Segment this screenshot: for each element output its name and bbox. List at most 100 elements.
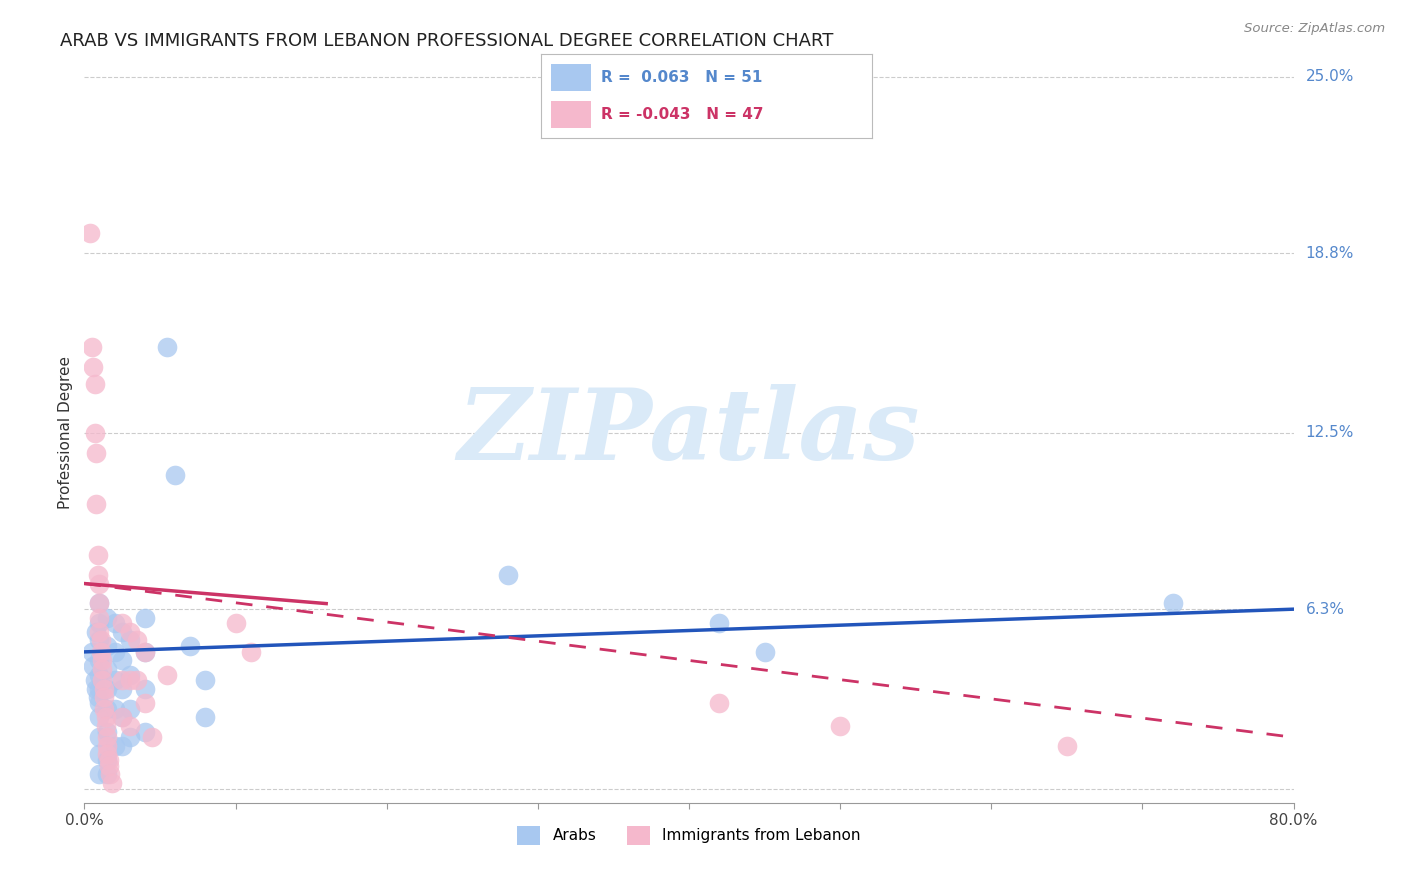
- Point: [118, 673, 141, 688]
- Text: 12.5%: 12.5%: [1306, 425, 1354, 440]
- Point: [127, 633, 149, 648]
- Point: [111, 653, 134, 667]
- Point: [496, 568, 519, 582]
- Point: [96, 702, 118, 716]
- Bar: [551, 63, 591, 91]
- Point: [111, 710, 134, 724]
- Point: [754, 645, 776, 659]
- Text: ARAB VS IMMIGRANTS FROM LEBANON PROFESSIONAL DEGREE CORRELATION CHART: ARAB VS IMMIGRANTS FROM LEBANON PROFESSI…: [60, 32, 834, 50]
- Point: [96, 639, 118, 653]
- Y-axis label: Professional Degree: Professional Degree: [58, 356, 73, 509]
- Point: [96, 724, 118, 739]
- Point: [89, 747, 111, 762]
- Point: [91, 662, 114, 676]
- Point: [134, 645, 156, 659]
- Point: [709, 616, 731, 631]
- Point: [84, 425, 107, 440]
- Point: [89, 597, 111, 611]
- Text: Source: ZipAtlas.com: Source: ZipAtlas.com: [1244, 22, 1385, 36]
- Point: [118, 702, 141, 716]
- Point: [89, 616, 111, 631]
- Point: [89, 667, 111, 681]
- Point: [89, 653, 111, 667]
- Point: [86, 497, 108, 511]
- Point: [80, 340, 103, 354]
- Point: [86, 445, 108, 459]
- Point: [91, 653, 114, 667]
- Point: [97, 758, 120, 772]
- Point: [194, 710, 217, 724]
- Point: [89, 710, 111, 724]
- Point: [141, 731, 163, 745]
- Point: [156, 340, 179, 354]
- Point: [93, 702, 115, 716]
- Point: [156, 667, 179, 681]
- Point: [111, 616, 134, 631]
- Point: [127, 673, 149, 688]
- Point: [111, 710, 134, 724]
- Point: [111, 681, 134, 696]
- Point: [86, 681, 108, 696]
- Point: [96, 662, 118, 676]
- Point: [118, 633, 141, 648]
- Point: [84, 673, 107, 688]
- Point: [96, 611, 118, 625]
- Point: [87, 548, 110, 562]
- Point: [111, 673, 134, 688]
- Point: [96, 747, 118, 762]
- Point: [91, 673, 114, 688]
- Point: [87, 568, 110, 582]
- Point: [82, 659, 104, 673]
- Point: [93, 681, 115, 696]
- Point: [94, 719, 117, 733]
- Text: 25.0%: 25.0%: [1306, 70, 1354, 84]
- Point: [1056, 739, 1078, 753]
- Point: [239, 645, 262, 659]
- Point: [165, 468, 187, 483]
- Bar: [551, 101, 591, 128]
- Point: [1161, 597, 1184, 611]
- Point: [104, 616, 127, 631]
- Point: [90, 633, 112, 648]
- Point: [82, 360, 104, 375]
- Point: [134, 696, 156, 710]
- Point: [179, 639, 201, 653]
- Point: [96, 753, 118, 767]
- Point: [134, 645, 156, 659]
- Point: [89, 696, 111, 710]
- Point: [89, 633, 111, 648]
- Point: [90, 645, 112, 659]
- Point: [89, 597, 111, 611]
- Point: [89, 624, 111, 639]
- Point: [134, 724, 156, 739]
- Text: ZIPatlas: ZIPatlas: [458, 384, 920, 481]
- Text: 18.8%: 18.8%: [1306, 245, 1354, 260]
- Point: [96, 767, 118, 781]
- Point: [118, 667, 141, 681]
- Point: [87, 690, 110, 705]
- Point: [111, 739, 134, 753]
- Point: [111, 624, 134, 639]
- Point: [89, 731, 111, 745]
- Point: [830, 719, 852, 733]
- Text: R = -0.043   N = 47: R = -0.043 N = 47: [600, 107, 763, 122]
- Point: [89, 576, 111, 591]
- Point: [80, 645, 103, 659]
- Point: [84, 377, 107, 392]
- Point: [709, 696, 731, 710]
- Point: [94, 710, 117, 724]
- Point: [86, 624, 108, 639]
- Point: [89, 681, 111, 696]
- Point: [225, 616, 247, 631]
- Point: [98, 767, 121, 781]
- Point: [104, 645, 127, 659]
- Point: [79, 227, 101, 241]
- Point: [93, 690, 115, 705]
- Point: [104, 702, 127, 716]
- Point: [104, 673, 127, 688]
- Point: [194, 673, 217, 688]
- Point: [96, 739, 118, 753]
- Point: [100, 776, 122, 790]
- Point: [134, 681, 156, 696]
- Legend: Arabs, Immigrants from Lebanon: Arabs, Immigrants from Lebanon: [512, 820, 866, 851]
